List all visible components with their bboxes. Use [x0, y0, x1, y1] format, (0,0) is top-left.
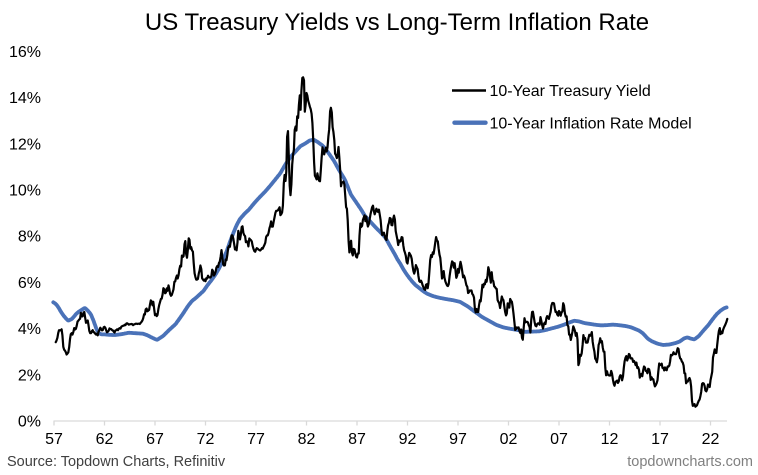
svg-text:62: 62	[96, 431, 114, 448]
svg-text:10-Year Inflation Rate Model: 10-Year Inflation Rate Model	[490, 115, 692, 132]
svg-text:US Treasury Yields vs Long-Ter: US Treasury Yields vs Long-Term Inflatio…	[145, 9, 649, 36]
svg-text:22: 22	[702, 431, 720, 448]
svg-text:02: 02	[500, 431, 518, 448]
svg-text:8%: 8%	[18, 229, 41, 246]
svg-text:67: 67	[146, 431, 164, 448]
svg-text:4%: 4%	[18, 321, 41, 338]
svg-text:12%: 12%	[9, 136, 41, 153]
svg-text:10-Year Treasury Yield: 10-Year Treasury Yield	[490, 83, 651, 100]
svg-text:97: 97	[449, 431, 467, 448]
svg-text:12: 12	[601, 431, 619, 448]
svg-text:6%: 6%	[18, 275, 41, 292]
svg-text:87: 87	[348, 431, 366, 448]
svg-text:10%: 10%	[9, 183, 41, 200]
svg-text:16%: 16%	[9, 44, 41, 61]
svg-text:92: 92	[399, 431, 417, 448]
svg-text:14%: 14%	[9, 90, 41, 107]
svg-text:17: 17	[651, 431, 669, 448]
svg-text:0%: 0%	[18, 414, 41, 431]
svg-text:Source: Topdown Charts, Refini: Source: Topdown Charts, Refinitiv	[7, 454, 226, 470]
svg-text:77: 77	[247, 431, 265, 448]
svg-text:07: 07	[550, 431, 568, 448]
svg-text:57: 57	[45, 431, 63, 448]
svg-text:72: 72	[197, 431, 215, 448]
svg-text:topdowncharts.com: topdowncharts.com	[627, 454, 753, 470]
svg-text:82: 82	[298, 431, 316, 448]
svg-text:2%: 2%	[18, 367, 41, 384]
